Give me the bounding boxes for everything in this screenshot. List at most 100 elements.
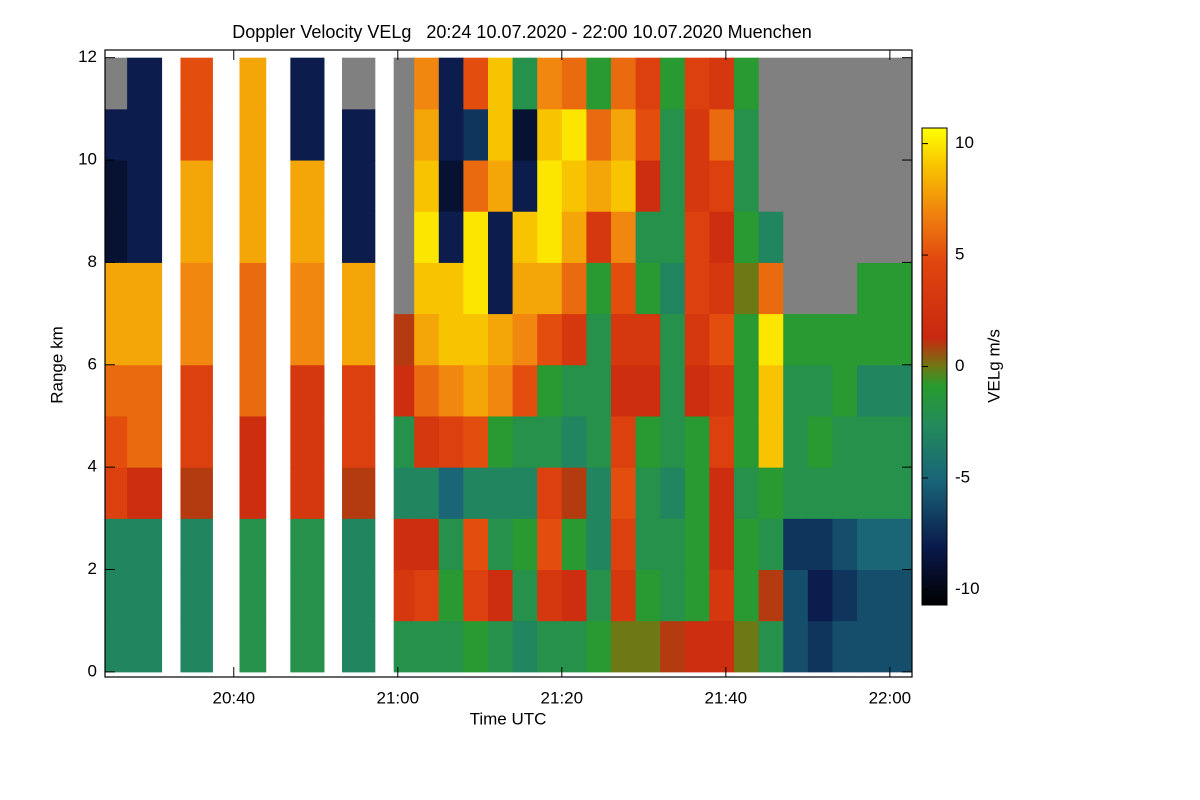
heat-cell [635, 211, 661, 263]
heat-cell [127, 518, 163, 571]
no-signal [783, 108, 809, 161]
heat-cell [783, 620, 809, 673]
no-signal [393, 108, 415, 161]
heat-cell [611, 262, 637, 315]
heat-cell [832, 518, 858, 571]
heat-cell [414, 262, 440, 315]
heat-cell [807, 313, 833, 366]
heat-cell [734, 620, 760, 673]
heat-cell [758, 415, 784, 468]
heat-cell [832, 364, 858, 417]
no-signal [393, 262, 415, 315]
colorbar-tick-label: 5 [955, 245, 964, 264]
heat-cell [635, 415, 661, 468]
heat-cell [783, 569, 809, 622]
heat-cell [537, 364, 563, 417]
heat-cell [414, 108, 440, 161]
no-signal [832, 211, 858, 263]
heat-cell [463, 467, 489, 519]
no-signal [783, 160, 809, 212]
heat-cell [487, 467, 514, 519]
heat-cell [586, 313, 612, 366]
y-tick-label: 4 [88, 457, 97, 476]
heat-cell [290, 364, 325, 417]
heat-cell [561, 415, 587, 468]
heat-cell [709, 518, 735, 571]
heat-cell [180, 467, 213, 519]
heat-cell [857, 467, 913, 519]
heat-cell [611, 569, 637, 622]
heat-cell [709, 467, 735, 519]
heat-cell [239, 415, 267, 468]
heat-cell [586, 467, 612, 519]
heat-cell [180, 57, 213, 110]
heat-cell [127, 108, 163, 161]
heat-cell [734, 57, 760, 110]
heat-cell [586, 211, 612, 263]
heat-cell [807, 467, 833, 519]
heat-cell [180, 518, 213, 571]
heat-cell [512, 108, 538, 161]
heat-cell [463, 415, 489, 468]
heat-cell [832, 467, 858, 519]
x-tick-label: 22:00 [869, 688, 912, 707]
heat-cell [734, 108, 760, 161]
heat-cell [684, 620, 710, 673]
heat-cell [342, 211, 376, 263]
heat-cell [239, 467, 267, 519]
heat-cell [709, 57, 735, 110]
heat-cell [290, 57, 325, 110]
heat-cell [537, 467, 563, 519]
heat-cell [709, 108, 735, 161]
heat-cell [734, 313, 760, 366]
heat-cell [561, 620, 587, 673]
heat-cell [586, 364, 612, 417]
heat-cell [512, 569, 538, 622]
heat-cell [709, 313, 735, 366]
no-signal [758, 108, 784, 161]
colorbar-tick-label: -10 [955, 579, 980, 598]
heat-cell [127, 160, 163, 212]
y-axis-label: Range km [47, 326, 66, 403]
heat-cell [512, 262, 538, 315]
heat-cell [758, 467, 784, 519]
no-signal [832, 108, 858, 161]
heat-cell [414, 467, 440, 519]
heat-cell [684, 364, 710, 417]
heat-cell [463, 57, 489, 110]
heat-cell [660, 569, 686, 622]
heat-cell [537, 160, 563, 212]
heat-cell [783, 415, 809, 468]
no-signal [807, 211, 833, 263]
heat-cell [393, 518, 415, 571]
x-tick-label: 21:00 [377, 688, 420, 707]
heat-cell [709, 620, 735, 673]
heat-cell [561, 518, 587, 571]
heat-cell [734, 262, 760, 315]
heat-cell [635, 57, 661, 110]
heat-cell [487, 415, 514, 468]
no-signal [857, 57, 913, 110]
heat-cell [635, 467, 661, 519]
no-signal [342, 57, 376, 110]
heat-cell [342, 415, 376, 468]
heat-cell [561, 569, 587, 622]
heat-cell [660, 313, 686, 366]
heat-cell [438, 415, 464, 468]
heat-cell [611, 364, 637, 417]
y-tick-label: 0 [88, 661, 97, 680]
heat-cell [512, 518, 538, 571]
heat-cell [127, 620, 163, 673]
heat-cell [180, 160, 213, 212]
heat-cell [180, 569, 213, 622]
heat-cell [586, 569, 612, 622]
heat-cell [586, 518, 612, 571]
heat-cell [537, 620, 563, 673]
heat-cell [342, 467, 376, 519]
heat-cell [342, 620, 376, 673]
x-tick-label: 20:40 [212, 688, 255, 707]
heat-cell [857, 415, 913, 468]
heat-cell [537, 262, 563, 315]
heat-cell [414, 620, 440, 673]
heat-cell [239, 569, 267, 622]
